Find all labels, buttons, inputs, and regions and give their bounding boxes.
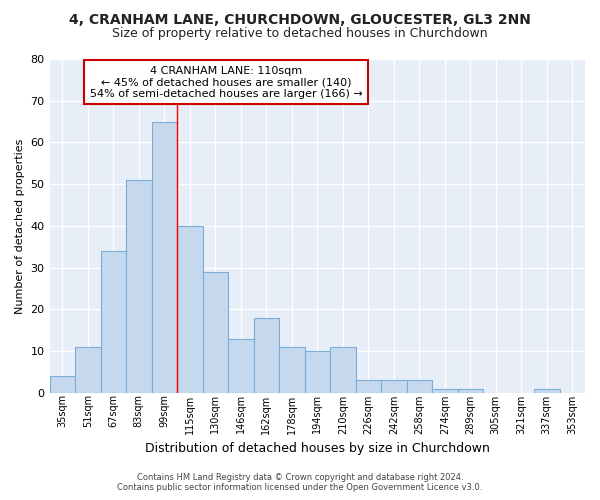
Text: 4 CRANHAM LANE: 110sqm
← 45% of detached houses are smaller (140)
54% of semi-de: 4 CRANHAM LANE: 110sqm ← 45% of detached… bbox=[90, 66, 362, 99]
Bar bbox=[228, 338, 254, 393]
Y-axis label: Number of detached properties: Number of detached properties bbox=[15, 138, 25, 314]
Bar bbox=[534, 388, 560, 393]
Bar bbox=[356, 380, 381, 393]
Bar bbox=[152, 122, 177, 393]
Bar bbox=[305, 351, 330, 393]
Bar bbox=[381, 380, 407, 393]
Bar bbox=[407, 380, 432, 393]
Bar bbox=[432, 388, 458, 393]
Text: 4, CRANHAM LANE, CHURCHDOWN, GLOUCESTER, GL3 2NN: 4, CRANHAM LANE, CHURCHDOWN, GLOUCESTER,… bbox=[69, 12, 531, 26]
X-axis label: Distribution of detached houses by size in Churchdown: Distribution of detached houses by size … bbox=[145, 442, 490, 455]
Bar bbox=[101, 251, 126, 393]
Bar bbox=[203, 272, 228, 393]
Bar bbox=[254, 318, 279, 393]
Bar bbox=[458, 388, 483, 393]
Bar bbox=[279, 347, 305, 393]
Bar bbox=[75, 347, 101, 393]
Bar bbox=[177, 226, 203, 393]
Bar bbox=[126, 180, 152, 393]
Text: Contains HM Land Registry data © Crown copyright and database right 2024.
Contai: Contains HM Land Registry data © Crown c… bbox=[118, 473, 482, 492]
Bar bbox=[50, 376, 75, 393]
Bar bbox=[330, 347, 356, 393]
Text: Size of property relative to detached houses in Churchdown: Size of property relative to detached ho… bbox=[112, 28, 488, 40]
